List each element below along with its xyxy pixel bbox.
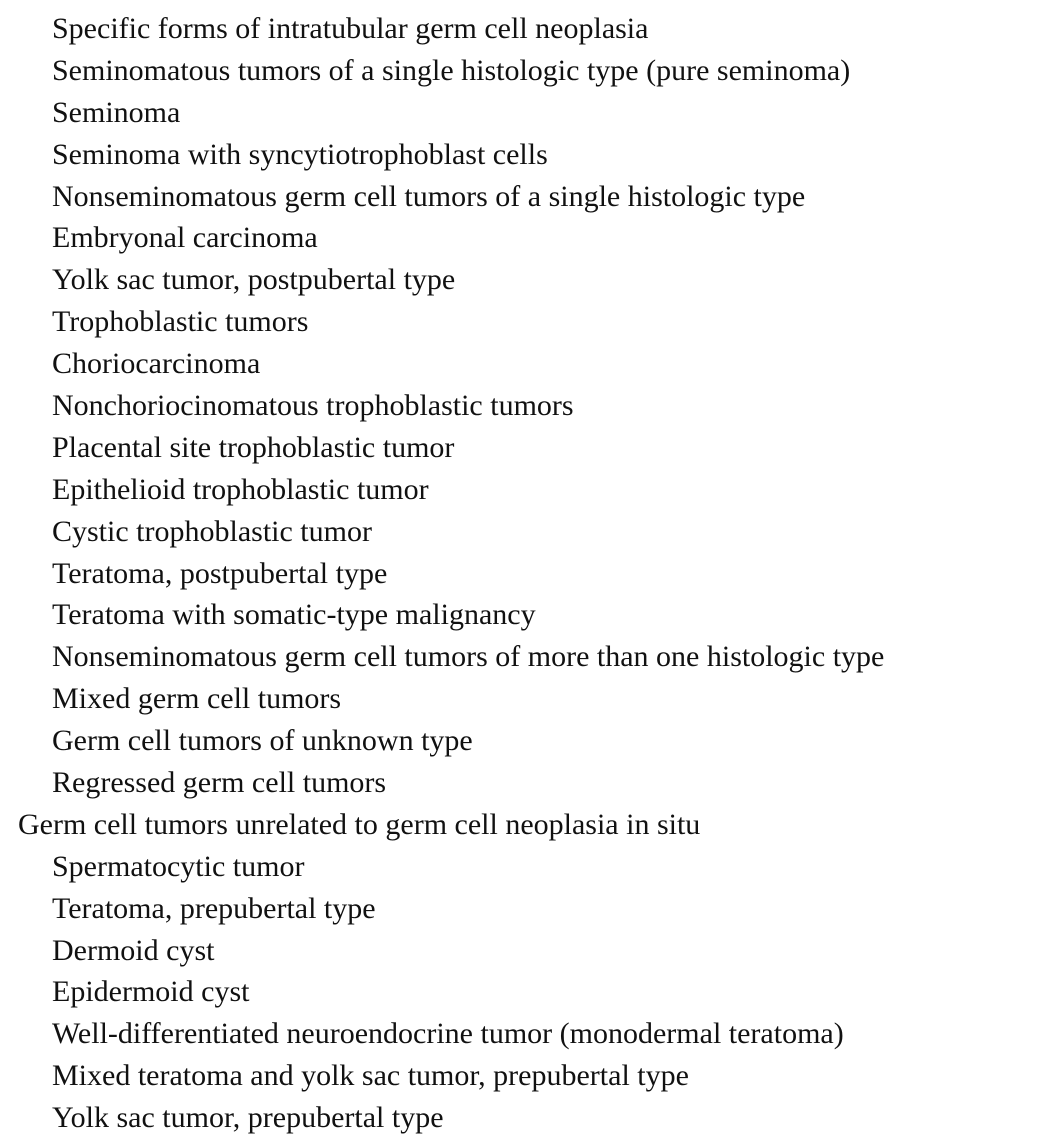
list-item: Mixed germ cell tumors xyxy=(52,682,342,716)
list-item: Germ cell tumors of unknown type xyxy=(52,724,473,758)
list-item: Nonseminomatous germ cell tumors of more… xyxy=(52,640,885,674)
list-item: Teratoma with somatic-type malignancy xyxy=(52,598,536,632)
list-item: Trophoblastic tumors xyxy=(52,305,309,339)
list-item: Specific forms of intratubular germ cell… xyxy=(52,12,649,45)
classification-list: Specific forms of intratubular germ cell… xyxy=(0,8,1056,1139)
section-heading: Germ cell tumors unrelated to germ cell … xyxy=(18,807,701,841)
list-item: Spermatocytic tumor xyxy=(52,849,305,883)
list-item: Placental site trophoblastic tumor xyxy=(52,430,455,464)
list-item: Nonchoriocinomatous trophoblastic tumors xyxy=(52,389,574,423)
list-item: Well-differentiated neuroendocrine tumor… xyxy=(52,1017,844,1051)
list-item: Regressed germ cell tumors xyxy=(52,766,387,800)
list-item: Teratoma, prepubertal type xyxy=(52,891,376,925)
list-item: Choriocarcinoma xyxy=(52,347,261,381)
list-item: Seminomatous tumors of a single histolog… xyxy=(52,53,851,87)
list-item: Embryonal carcinoma xyxy=(52,221,318,255)
list-item: Seminoma xyxy=(52,95,181,129)
list-item: Yolk sac tumor, postpubertal type xyxy=(52,263,456,297)
list-item: Seminoma with syncytiotrophoblast cells xyxy=(52,137,548,171)
list-item: Nonseminomatous germ cell tumors of a si… xyxy=(52,179,806,213)
list-item: Cystic trophoblastic tumor xyxy=(52,514,372,548)
list-item: Epidermoid cyst xyxy=(52,975,250,1009)
list-item: Teratoma, postpubertal type xyxy=(52,556,388,590)
list-item: Dermoid cyst xyxy=(52,933,215,967)
list-item: Epithelioid trophoblastic tumor xyxy=(52,472,429,506)
list-item: Yolk sac tumor, prepubertal type xyxy=(52,1101,444,1135)
list-item: Mixed teratoma and yolk sac tumor, prepu… xyxy=(52,1059,689,1093)
